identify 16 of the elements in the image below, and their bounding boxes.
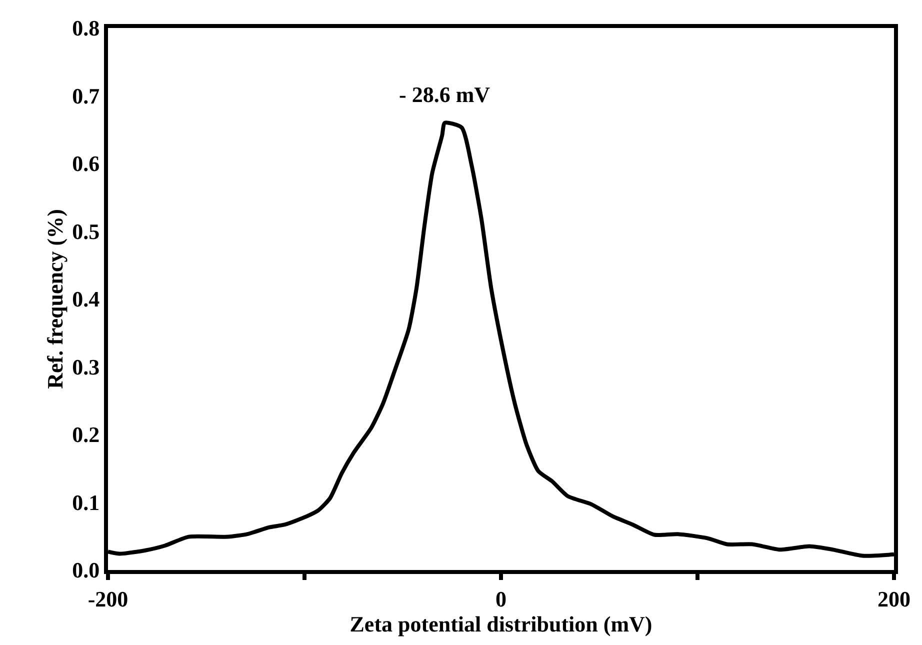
y-tick-label: 0.6 [72, 151, 100, 176]
x-tick-label: -200 [88, 586, 128, 612]
y-tick-label: 0.8 [72, 16, 100, 41]
y-tick-label: 0.0 [72, 558, 100, 583]
x-tick-label: 0 [496, 586, 506, 612]
x-tick-label: 200 [878, 586, 910, 612]
y-tick-label: 0.1 [72, 490, 100, 515]
x-axis-title: Zeta potential distribution (mV) [350, 611, 652, 636]
y-tick-label: 0.5 [72, 218, 100, 244]
y-tick-label: 0.3 [72, 354, 100, 380]
y-tick-label: 0.7 [72, 83, 100, 108]
annotation: - 28.6 mV [399, 82, 490, 107]
y-axis-title: Ref. frequency (%) [42, 209, 68, 389]
y-tick-label: 0.4 [72, 286, 100, 312]
line-series [108, 120, 894, 558]
y-tick-label: 0.2 [72, 422, 100, 448]
